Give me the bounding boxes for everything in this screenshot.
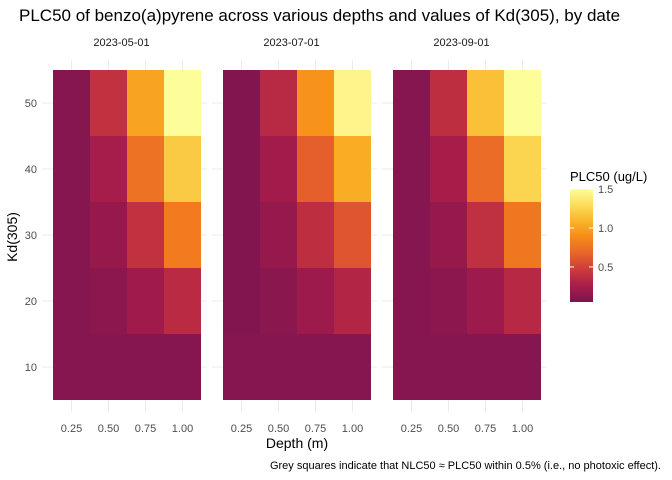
heatmap-cell bbox=[334, 268, 371, 334]
heatmap-cell bbox=[164, 70, 201, 136]
x-tick-label: 0.50 bbox=[268, 423, 289, 435]
x-tick-label: 0.50 bbox=[98, 423, 119, 435]
y-axis-title: Kd(305) bbox=[4, 212, 20, 262]
heatmap-cell bbox=[223, 268, 260, 334]
facet-strip-label: 2023-09-01 bbox=[433, 37, 489, 49]
heatmap-cell bbox=[504, 70, 541, 136]
heatmap-cell bbox=[393, 70, 430, 136]
heatmap-cell bbox=[53, 202, 90, 268]
heatmap-cell bbox=[53, 268, 90, 334]
heatmap-cell bbox=[393, 202, 430, 268]
heatmap-cell bbox=[164, 136, 201, 202]
heatmap-cell bbox=[53, 334, 90, 400]
heatmap-cell bbox=[334, 334, 371, 400]
heatmap-cell bbox=[223, 70, 260, 136]
y-tick-label: 10 bbox=[25, 362, 37, 374]
heatmap-cell bbox=[430, 136, 467, 202]
heatmap-cell bbox=[260, 334, 297, 400]
heatmap-cell bbox=[53, 70, 90, 136]
heatmap-cell bbox=[127, 202, 164, 268]
heatmap-cell bbox=[260, 202, 297, 268]
heatmap-cell bbox=[467, 202, 504, 268]
heatmap-cell bbox=[430, 268, 467, 334]
x-tick-label: 1.00 bbox=[342, 423, 363, 435]
heatmap-cell bbox=[127, 334, 164, 400]
heatmap-cell bbox=[467, 334, 504, 400]
heatmap-cell bbox=[90, 70, 127, 136]
heatmap-cell bbox=[393, 268, 430, 334]
facet-panels: 2023-05-01 0.25 0.50 0.75 1.00 2023-07-01 0.25… bbox=[25, 37, 547, 435]
heatmap-cell bbox=[467, 136, 504, 202]
heatmap-cell bbox=[334, 70, 371, 136]
heatmap-cell bbox=[504, 202, 541, 268]
x-tick-label: 0.75 bbox=[305, 423, 326, 435]
heatmap-cell bbox=[430, 70, 467, 136]
facet-2023-07-01: 2023-07-01 0.25 0.50 0.75 1.00 bbox=[212, 37, 377, 435]
x-tick-label: 0.25 bbox=[231, 423, 252, 435]
heatmap-cell bbox=[53, 136, 90, 202]
heatmap-cell bbox=[260, 70, 297, 136]
facet-2023-09-01: 2023-09-01 0.25 0.50 0.75 1.00 bbox=[382, 37, 547, 435]
heatmap-cell bbox=[430, 202, 467, 268]
x-tick-label: 0.25 bbox=[61, 423, 82, 435]
x-tick-label: 1.00 bbox=[512, 423, 533, 435]
legend-colorbar bbox=[570, 189, 593, 302]
heatmap-cell bbox=[504, 334, 541, 400]
heatmap-cell bbox=[297, 334, 334, 400]
heatmap-cell bbox=[393, 136, 430, 202]
heatmap-cell bbox=[164, 202, 201, 268]
heatmap-cell bbox=[127, 268, 164, 334]
heatmap-cell bbox=[260, 136, 297, 202]
heatmap-cell bbox=[393, 334, 430, 400]
legend-tick-label: 1.5 bbox=[598, 184, 613, 196]
heatmap-cell bbox=[90, 202, 127, 268]
heatmap-cell bbox=[504, 268, 541, 334]
heatmap-cell bbox=[90, 334, 127, 400]
legend: PLC50 (ug/L) 0.5 1.0 1.5 bbox=[570, 169, 647, 302]
facet-strip-label: 2023-05-01 bbox=[93, 37, 149, 49]
heatmap-cell bbox=[467, 268, 504, 334]
heatmap-cell bbox=[127, 70, 164, 136]
heatmap-cell bbox=[223, 136, 260, 202]
chart-title: PLC50 of benzo(a)pyrene across various d… bbox=[19, 6, 620, 25]
y-tick-label: 30 bbox=[25, 230, 37, 242]
heatmap-cell bbox=[90, 136, 127, 202]
x-tick-label: 0.50 bbox=[438, 423, 459, 435]
heatmap-cell bbox=[297, 70, 334, 136]
heatmap-cell bbox=[297, 268, 334, 334]
heatmap-cell bbox=[297, 136, 334, 202]
heatmap-cell bbox=[334, 202, 371, 268]
heatmap-cell bbox=[223, 334, 260, 400]
heatmap-cell bbox=[430, 334, 467, 400]
heatmap-cell bbox=[127, 136, 164, 202]
heatmap-cell bbox=[260, 268, 297, 334]
heatmap-cell bbox=[223, 202, 260, 268]
x-tick-label: 0.75 bbox=[135, 423, 156, 435]
heatmap-cell bbox=[164, 334, 201, 400]
heatmap-cell bbox=[297, 202, 334, 268]
heatmap-cell bbox=[334, 136, 371, 202]
y-tick-label: 50 bbox=[25, 98, 37, 110]
caption: Grey squares indicate that NLC50 ≈ PLC50… bbox=[270, 460, 661, 472]
x-axis-title: Depth (m) bbox=[266, 435, 328, 451]
heatmap-cell bbox=[164, 268, 201, 334]
facet-strip-label: 2023-07-01 bbox=[263, 37, 319, 49]
heatmap-cell bbox=[504, 136, 541, 202]
heatmap-cell bbox=[467, 70, 504, 136]
y-tick-label: 40 bbox=[25, 164, 37, 176]
legend-tick-label: 0.5 bbox=[598, 262, 613, 274]
x-tick-label: 1.00 bbox=[172, 423, 193, 435]
legend-title: PLC50 (ug/L) bbox=[570, 169, 647, 184]
x-tick-label: 0.75 bbox=[475, 423, 496, 435]
heatmap-cell bbox=[90, 268, 127, 334]
y-tick-label: 20 bbox=[25, 296, 37, 308]
legend-tick-label: 1.0 bbox=[598, 223, 613, 235]
x-tick-label: 0.25 bbox=[401, 423, 422, 435]
facet-2023-05-01: 2023-05-01 0.25 0.50 0.75 1.00 bbox=[42, 37, 207, 435]
